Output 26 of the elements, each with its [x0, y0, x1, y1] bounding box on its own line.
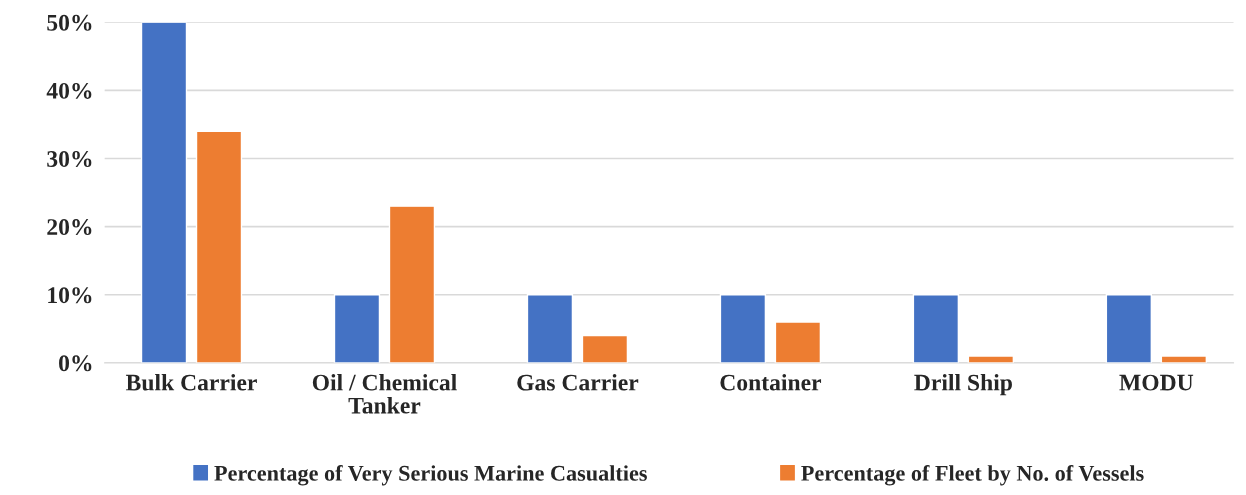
bar — [581, 334, 629, 363]
x-tick-label: Gas Carrier — [517, 373, 639, 391]
bar — [1105, 294, 1153, 363]
y-tick-label: 20% — [47, 219, 92, 236]
x-tick-label: Container — [720, 373, 822, 391]
bar — [388, 205, 436, 363]
bar — [140, 22, 188, 363]
bar — [195, 130, 243, 363]
bar — [526, 294, 574, 363]
y-tick-label: 30% — [47, 150, 92, 167]
bar — [912, 294, 960, 363]
y-tick-label: 0% — [59, 355, 92, 372]
x-tick-label: MODU — [1119, 374, 1194, 391]
bar — [333, 294, 381, 363]
bar — [1160, 355, 1208, 363]
x-tick-label: Bulk Carrier — [125, 373, 257, 391]
x-tick-label: Drill Ship — [914, 373, 1012, 396]
legend-label: Percentage of Fleet by No. of Vessels — [801, 464, 1144, 486]
x-tick-label: Oil / Chemical Tanker — [312, 373, 457, 414]
y-tick-label: 10% — [48, 287, 92, 304]
legend-label: Percentage of Very Serious Marine Casualties — [214, 464, 647, 486]
bar — [967, 355, 1015, 363]
y-tick-label: 50% — [47, 14, 92, 31]
bar — [774, 321, 822, 363]
y-tick-label: 40% — [46, 82, 92, 99]
bar — [719, 294, 767, 363]
